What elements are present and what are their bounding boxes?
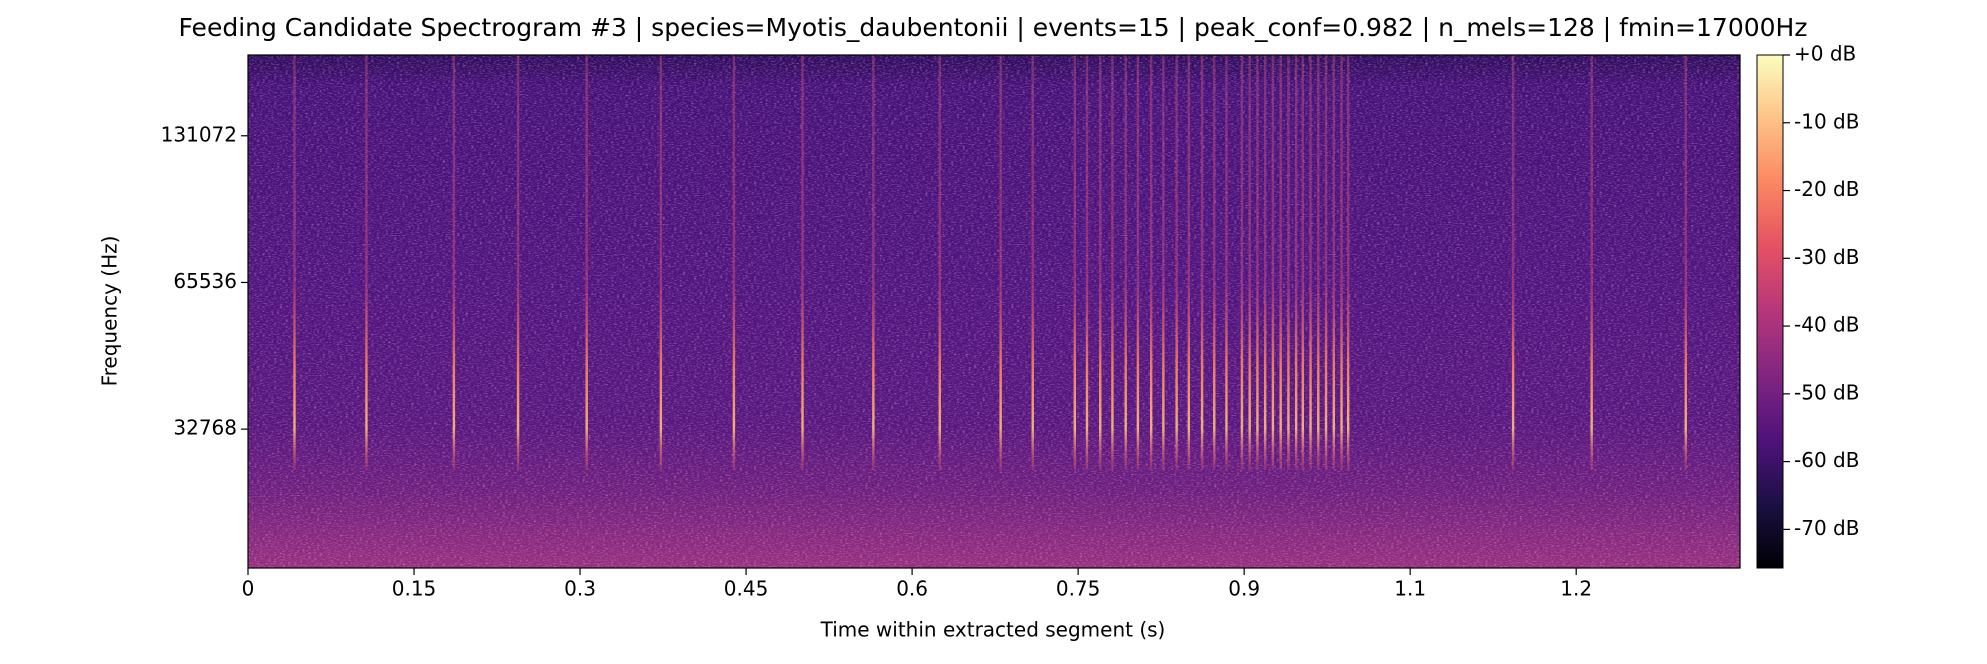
spectrogram-texture (248, 55, 1740, 568)
x-tick-label: 0.6 (896, 577, 928, 601)
colorbar-tick-label: -10 dB (1794, 109, 1859, 133)
colorbar-tick-label: -30 dB (1794, 245, 1859, 269)
colorbar-tick-label: -20 dB (1794, 177, 1859, 201)
calls (293, 55, 1687, 470)
x-tick-label: 0.3 (564, 577, 596, 601)
y-tick-label: 131072 (161, 122, 237, 146)
x-tick-label: 1.2 (1560, 577, 1592, 601)
colorbar-tick-label: -40 dB (1794, 313, 1859, 337)
x-tick-label: 0.75 (1056, 577, 1101, 601)
y-tick-label: 65536 (173, 269, 237, 293)
chart-title: Feeding Candidate Spectrogram #3 | speci… (179, 13, 1808, 42)
colorbar-tick-label: -70 dB (1794, 516, 1859, 540)
y-tick-label: 32768 (173, 416, 237, 440)
x-tick-label: 0.9 (1228, 577, 1260, 601)
x-axis-label: Time within extracted segment (s) (820, 618, 1166, 642)
colorbar (1757, 55, 1783, 568)
x-tick-label: 1.1 (1394, 577, 1426, 601)
colorbar-tick-label: -60 dB (1794, 448, 1859, 472)
x-tick-label: 0.15 (392, 577, 437, 601)
plot-frame (247, 54, 1741, 569)
x-tick-label: 0.45 (724, 577, 769, 601)
colorbar-tick-label: +0 dB (1794, 42, 1856, 66)
y-axis-label: Frequency (Hz) (98, 236, 122, 387)
colorbar-frame (1756, 54, 1784, 569)
x-tick-label: 0 (242, 577, 255, 601)
colorbar-tick-label: -50 dB (1794, 380, 1859, 404)
